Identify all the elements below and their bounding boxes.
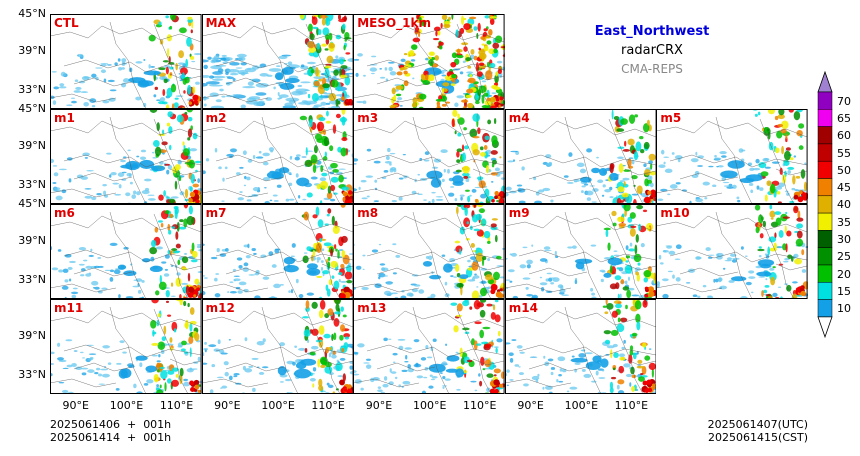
panel-label: m11 [54, 301, 84, 315]
map-panel: m11 [50, 299, 202, 394]
map-panel: m3 [353, 109, 505, 204]
radar-map [353, 204, 505, 299]
panel-label: m9 [508, 206, 530, 220]
colorbar-label: 45 [837, 181, 851, 195]
radar-map [353, 14, 505, 109]
panel-label: m6 [54, 206, 75, 220]
map-panel: m8 [353, 204, 505, 299]
longitude-label: 110°E [463, 399, 497, 412]
longitude-label: 110°E [614, 399, 649, 412]
map-panel: m6 [50, 204, 202, 299]
latitude-label: 45°N [18, 102, 46, 115]
longitude-label: 90°E [62, 399, 89, 412]
radar-map [353, 299, 505, 394]
panel-label: m2 [205, 111, 227, 125]
map-panel: m2 [201, 109, 354, 204]
latitude-label: 39°N [18, 234, 46, 248]
radar-map [201, 109, 354, 204]
radar-map [201, 299, 354, 394]
panel-label: m13 [357, 301, 387, 315]
init-time-cst: 2025061414 + 001h [50, 431, 172, 444]
panel-label: m1 [54, 111, 75, 125]
init-time: 2025061406 + 001h 2025061414 + 001h [50, 418, 171, 444]
radar-map [50, 299, 202, 394]
panel-label: m14 [508, 301, 538, 315]
colorbar-label: 25 [837, 250, 851, 264]
panel-label: m8 [357, 206, 379, 220]
colorbar: 10 15 20 25 30 35 40 45 50 55 60 65 70 [812, 70, 860, 340]
region-title: East_Northwest [594, 24, 710, 39]
init-time-utc: 2025061406 + 001h [50, 418, 172, 431]
radar-map [504, 204, 657, 299]
title-block: East_Northwest radarCRX CMA-REPS [560, 24, 744, 76]
latitude-label: 45°N [18, 7, 46, 20]
panel-label: CTL [54, 16, 79, 30]
map-panel: MESO_1km [353, 14, 505, 109]
map-panel: m9 [504, 204, 657, 299]
radar-map [50, 14, 202, 109]
colorbar-label: 20 [837, 267, 851, 281]
longitude-label: 100°E [413, 399, 447, 412]
radar-map [201, 204, 354, 299]
longitude-label: 90°E [517, 399, 544, 412]
map-panel: m4 [504, 109, 657, 204]
map-panel: m7 [201, 204, 354, 299]
map-panel: m12 [201, 299, 354, 394]
radar-map [201, 14, 354, 109]
panel-label: m12 [205, 301, 235, 315]
longitude-label: 110°E [159, 399, 194, 412]
radar-map [656, 109, 808, 204]
longitude-label: 90°E [214, 399, 241, 412]
latitude-label: 39°N [18, 139, 46, 153]
latitude-label: 39°N [18, 44, 46, 58]
valid-time-utc: 2025061407(UTC) [707, 418, 808, 431]
map-panel: MAX [201, 14, 354, 109]
longitude-label: 110°E [311, 399, 345, 412]
panel-label: m5 [660, 111, 682, 125]
longitude-label: 100°E [109, 399, 144, 412]
longitude-label: 100°E [261, 399, 295, 412]
radar-map [50, 204, 202, 299]
panel-label: m10 [660, 206, 690, 220]
radar-map [504, 299, 657, 394]
colorbar-label: 15 [837, 284, 851, 298]
latitude-label: 33°N [18, 83, 46, 96]
panel-label: m4 [508, 111, 530, 125]
latitude-label: 45°N [18, 197, 46, 210]
colorbar-label: 60 [837, 129, 851, 143]
colorbar-label: 65 [837, 111, 851, 125]
variable-title: radarCRX [621, 43, 683, 58]
system-title: CMA-REPS [621, 62, 683, 76]
map-panel: m1 [50, 109, 202, 204]
colorbar-label: 35 [837, 215, 851, 229]
colorbar-label: 50 [837, 163, 851, 177]
colorbar-label: 70 [837, 94, 851, 108]
colorbar-label: 55 [837, 146, 851, 160]
colorbar-label: 30 [837, 233, 851, 247]
map-panel: m10 [656, 204, 808, 299]
valid-time-cst: 2025061415(CST) [708, 431, 808, 444]
radar-map [50, 109, 202, 204]
radar-map [504, 109, 657, 204]
longitude-label: 90°E [365, 399, 393, 412]
colorbar-scale [817, 70, 833, 339]
latitude-label: 33°N [18, 368, 46, 381]
colorbar-label: 40 [837, 198, 851, 212]
panel-label: MESO_1km [357, 16, 432, 30]
map-panel: m14 [504, 299, 657, 394]
panel-label: m7 [205, 206, 227, 220]
latitude-label: 33°N [18, 178, 46, 191]
valid-time: 2025061407(UTC) 2025061415(CST) [708, 418, 808, 444]
panel-label: MAX [205, 16, 237, 30]
longitude-label: 100°E [564, 399, 599, 412]
map-panel: CTL [50, 14, 202, 109]
radar-map [353, 109, 505, 204]
panel-label: m3 [357, 111, 379, 125]
map-panel: m13 [353, 299, 505, 394]
latitude-label: 33°N [18, 273, 46, 286]
map-panel: m5 [656, 109, 808, 204]
latitude-label: 39°N [18, 329, 46, 343]
radar-map [656, 204, 808, 299]
colorbar-label: 10 [837, 302, 851, 316]
